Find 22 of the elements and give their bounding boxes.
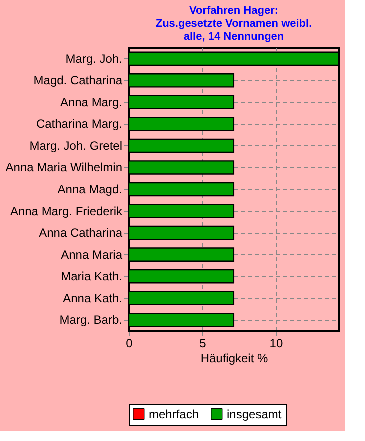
y-tick-label: Anna Catharina <box>39 226 123 240</box>
y-tick-label: Marg. Joh. <box>66 52 122 66</box>
y-tick-label: Anna Maria <box>61 248 123 262</box>
x-axis-title: Häufigkeit % <box>200 352 269 366</box>
x-tick-label: 0 <box>126 336 134 350</box>
y-tick-label: Catharina Marg. <box>36 117 122 132</box>
x-tick-label: 10 <box>270 336 284 350</box>
x-tick-label: 5 <box>200 336 207 350</box>
y-tick-label: Magd. Catharina <box>34 74 123 88</box>
y-tick-label: Anna Kath. <box>63 291 122 306</box>
y-tick-label: Marg. Barb. <box>60 313 122 328</box>
text: Zus.gesetzte Vornamen weibl. <box>156 18 312 30</box>
y-tick-label: Anna Marg. Friederik <box>10 204 124 218</box>
y-tick-label: Anna Marg. <box>60 95 122 110</box>
text: alle, 14 Nennungen <box>184 31 284 43</box>
legend-label: mehrfach <box>149 407 200 422</box>
y-tick-label: Marg. Joh. Gretel <box>30 138 122 153</box>
y-tick-label: Anna Maria Wilhelmin <box>6 160 122 175</box>
y-tick-label: Maria Kath. <box>61 270 122 284</box>
legend-label: insgesamt <box>227 407 282 422</box>
y-tick-label: Anna Magd. <box>58 182 122 196</box>
text: Vorfahren Hager: <box>189 5 279 17</box>
